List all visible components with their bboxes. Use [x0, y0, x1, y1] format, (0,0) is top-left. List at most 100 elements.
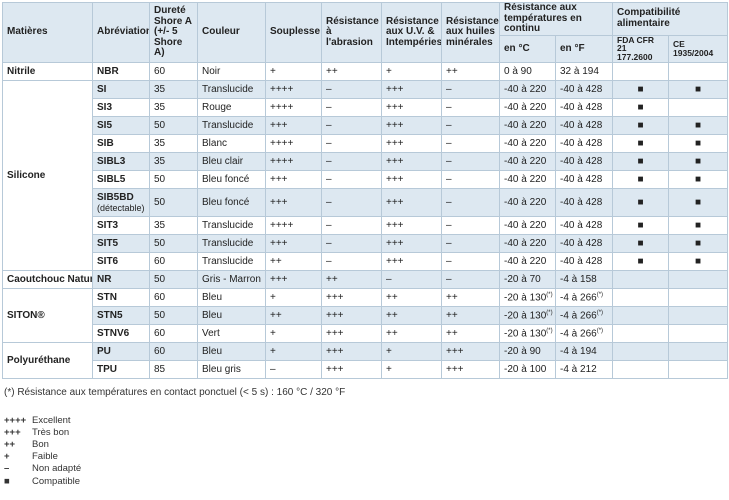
header-couleur: Couleur — [197, 1, 266, 64]
table-row: SIBL5 50 Bleu foncé +++ – +++ – -40 à 220 -40 à … — [3, 170, 729, 190]
fda-cell — [612, 270, 670, 290]
souplesse-cell: + — [265, 288, 322, 308]
temp-c-cell: -40 à 220 — [499, 116, 556, 136]
huiles-cell: – — [441, 188, 500, 218]
huiles-cell: – — [441, 270, 500, 290]
table-row: STNV6 60 Vert + +++ ++ ++ -20 à 130(*) -4 à 266(… — [3, 324, 729, 344]
temperature-value: -4 à 194 — [560, 346, 597, 358]
abbreviation: STN — [97, 292, 117, 304]
header-abreviation: Abréviation — [92, 1, 150, 64]
durete-cell: 60 — [149, 252, 198, 272]
table-row: SIT5 50 Translucide +++ – +++ – -40 à 220 -40 à … — [3, 234, 729, 254]
fda-cell: ■ — [612, 134, 670, 154]
temp-c-cell: -20 à 70 — [499, 270, 556, 290]
header-en-f: en °F — [554, 34, 614, 64]
ce-cell — [668, 360, 729, 380]
header-compat: Compatibilité alimentaire — [612, 2, 729, 36]
temperature-value: -40 à 428 — [560, 120, 603, 132]
abbreviation: SIBL3 — [97, 156, 126, 168]
temp-f-cell: -4 à 212 — [554, 360, 614, 380]
temp-c-cell: -40 à 220 — [499, 188, 556, 218]
abbreviation-cell: SIBL3 — [92, 152, 150, 172]
materials-table: Matières Abréviation Dureté Shore A (+/-… — [2, 1, 729, 380]
table-row: TPU 85 Bleu gris – +++ + +++ -20 à 100 -4 à 212 — [3, 360, 729, 380]
ce-cell — [668, 324, 729, 344]
temp-f-cell: -4 à 158 — [554, 270, 614, 290]
durete-cell: 50 — [149, 116, 198, 136]
header-durete: Dureté Shore A (+/- 5 Shore A) — [149, 1, 198, 64]
temperature-value: -40 à 428 — [560, 174, 603, 186]
durete-cell: 35 — [149, 134, 198, 154]
temp-f-cell: -40 à 428 — [554, 216, 614, 236]
temperature-value: -40 à 220 — [504, 220, 547, 232]
abbreviation-cell: NBR — [92, 62, 150, 82]
header-res-uv: Résistance aux U.V. & Intempéries — [381, 1, 442, 64]
uv-cell: +++ — [381, 234, 442, 254]
temp-f-cell: -40 à 428 — [554, 188, 614, 218]
couleur-cell: Bleu clair — [197, 152, 266, 172]
abbreviation-note: (détectable) — [97, 202, 145, 213]
legend-symbol: ■ — [4, 475, 10, 487]
legend-item: – Non adapté — [4, 463, 81, 475]
souplesse-cell: +++ — [265, 116, 322, 136]
souplesse-cell: ++++ — [265, 98, 322, 118]
durete-cell: 50 — [149, 188, 198, 218]
uv-cell: ++ — [381, 306, 442, 326]
legend-item: ++ Bon — [4, 438, 81, 450]
legend-symbol: +++ — [4, 426, 21, 438]
uv-cell: +++ — [381, 188, 442, 218]
materials-table-body: Nitrile NBR 60 Noir + ++ + ++ 0 à 90 32 à 194 Sili… — [2, 62, 729, 380]
abbreviation: PU — [97, 346, 111, 358]
couleur-cell: Translucide — [197, 80, 266, 100]
fda-cell — [612, 62, 670, 82]
abrasion-cell: – — [321, 234, 382, 254]
abbreviation: NR — [97, 274, 112, 286]
temp-c-cell: -40 à 220 — [499, 216, 556, 236]
legend-symbol: ++++ — [4, 414, 27, 426]
couleur-cell: Translucide — [197, 252, 266, 272]
table-row: Nitrile NBR 60 Noir + ++ + ++ 0 à 90 32 à 194 — [2, 62, 729, 82]
temperature-value: -40 à 220 — [504, 197, 547, 209]
abbreviation: SI3 — [97, 102, 113, 114]
temp-c-cell: -40 à 220 — [499, 80, 556, 100]
table-row: SIT6 60 Translucide ++ – +++ – -40 à 220 -40 à 4… — [3, 252, 729, 272]
ce-cell — [668, 288, 729, 308]
temp-f-cell: -40 à 428 — [554, 134, 614, 154]
abbreviation: SIB5BD — [97, 191, 134, 203]
durete-cell: 35 — [149, 152, 198, 172]
huiles-cell: ++ — [441, 324, 500, 344]
temperature-value: -4 à 212 — [560, 364, 597, 376]
uv-cell: + — [381, 360, 442, 380]
abrasion-cell: – — [321, 116, 382, 136]
temp-f-cell: -40 à 428 — [554, 152, 614, 172]
abbreviation-cell: SIBL5 — [92, 170, 150, 190]
souplesse-cell: – — [265, 360, 322, 380]
abbreviation-cell: PU — [92, 342, 150, 362]
abbreviation-cell: STNV6 — [92, 324, 150, 344]
couleur-cell: Rouge — [197, 98, 266, 118]
couleur-cell: Vert — [197, 324, 266, 344]
huiles-cell: – — [441, 216, 500, 236]
huiles-cell: – — [441, 234, 500, 254]
abrasion-cell: – — [321, 216, 382, 236]
souplesse-cell: ++++ — [265, 134, 322, 154]
abrasion-cell: ++ — [321, 62, 382, 82]
durete-cell: 50 — [149, 270, 198, 290]
abrasion-cell: – — [321, 170, 382, 190]
ce-cell — [668, 98, 729, 118]
temp-f-cell: -40 à 428 — [554, 170, 614, 190]
fda-cell — [612, 342, 670, 362]
ce-cell — [668, 62, 729, 82]
abbreviation: SI — [97, 84, 107, 96]
legend: ++++ Excellent +++ Très bon ++ Bon + Faible – Non… — [4, 414, 81, 487]
abbreviation-cell: SIB5BD (détectable) — [92, 188, 150, 218]
couleur-cell: Gris - Marron — [197, 270, 266, 290]
temperature-value: -40 à 428 — [560, 220, 603, 232]
table-row: SIB5BD (détectable) 50 Bleu foncé +++ – +++ – -4… — [3, 188, 729, 218]
durete-cell: 85 — [149, 360, 198, 380]
temp-c-cell: -40 à 220 — [499, 152, 556, 172]
souplesse-cell: ++++ — [265, 80, 322, 100]
temperature-value: -20 à 130 — [504, 328, 547, 340]
fda-cell: ■ — [612, 98, 670, 118]
abbreviation: SIB — [97, 138, 114, 150]
